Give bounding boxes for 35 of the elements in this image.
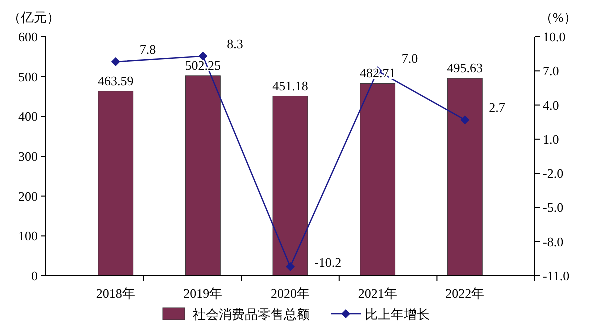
data-label: 8.3	[227, 36, 244, 52]
data-label: 451.18	[272, 78, 308, 94]
y2-tick-label: 10.0	[543, 30, 566, 44]
y2-tick-label: -11.0	[543, 268, 570, 284]
legend-label: 比上年增长	[365, 307, 430, 322]
x-tick-label: 2022年	[446, 286, 485, 301]
y-tick-label: 100	[18, 228, 38, 244]
x-tick-label: 2020年	[271, 286, 310, 301]
y-tick-label: 200	[18, 188, 38, 204]
y-tick-label: 300	[18, 149, 38, 164]
y2-tick-label: -2.0	[543, 166, 564, 182]
y2-axis-title: （%）	[540, 10, 577, 25]
y2-tick-label: -5.0	[543, 200, 564, 216]
point	[460, 116, 470, 125]
y-tick-label: 500	[18, 69, 38, 84]
data-label: 7.8	[140, 42, 156, 58]
data-label: 463.59	[98, 73, 134, 88]
data-label: 495.63	[447, 60, 484, 76]
y2-tick-label: 1.0	[543, 132, 560, 147]
y-tick-label: 0	[32, 268, 38, 284]
data-label: 7.0	[402, 51, 418, 66]
y-axis-title: （亿元）	[8, 10, 60, 25]
point	[111, 58, 120, 67]
legend-label: 社会消费品零售总额	[193, 307, 310, 322]
data-label: -10.2	[314, 254, 342, 270]
x-tick-label: 2021年	[358, 286, 398, 301]
y2-tick-label: 4.0	[543, 98, 560, 113]
y2-tick-label: -8.0	[543, 234, 564, 250]
data-label: 2.7	[489, 100, 506, 116]
x-tick-label: 2019年	[184, 286, 223, 301]
x-tick-label: 2018年	[96, 286, 136, 301]
point	[286, 262, 295, 272]
y-tick-label: 600	[18, 30, 38, 44]
y2-tick-label: 7.0	[543, 64, 560, 79]
y-tick-label: 400	[18, 109, 38, 124]
